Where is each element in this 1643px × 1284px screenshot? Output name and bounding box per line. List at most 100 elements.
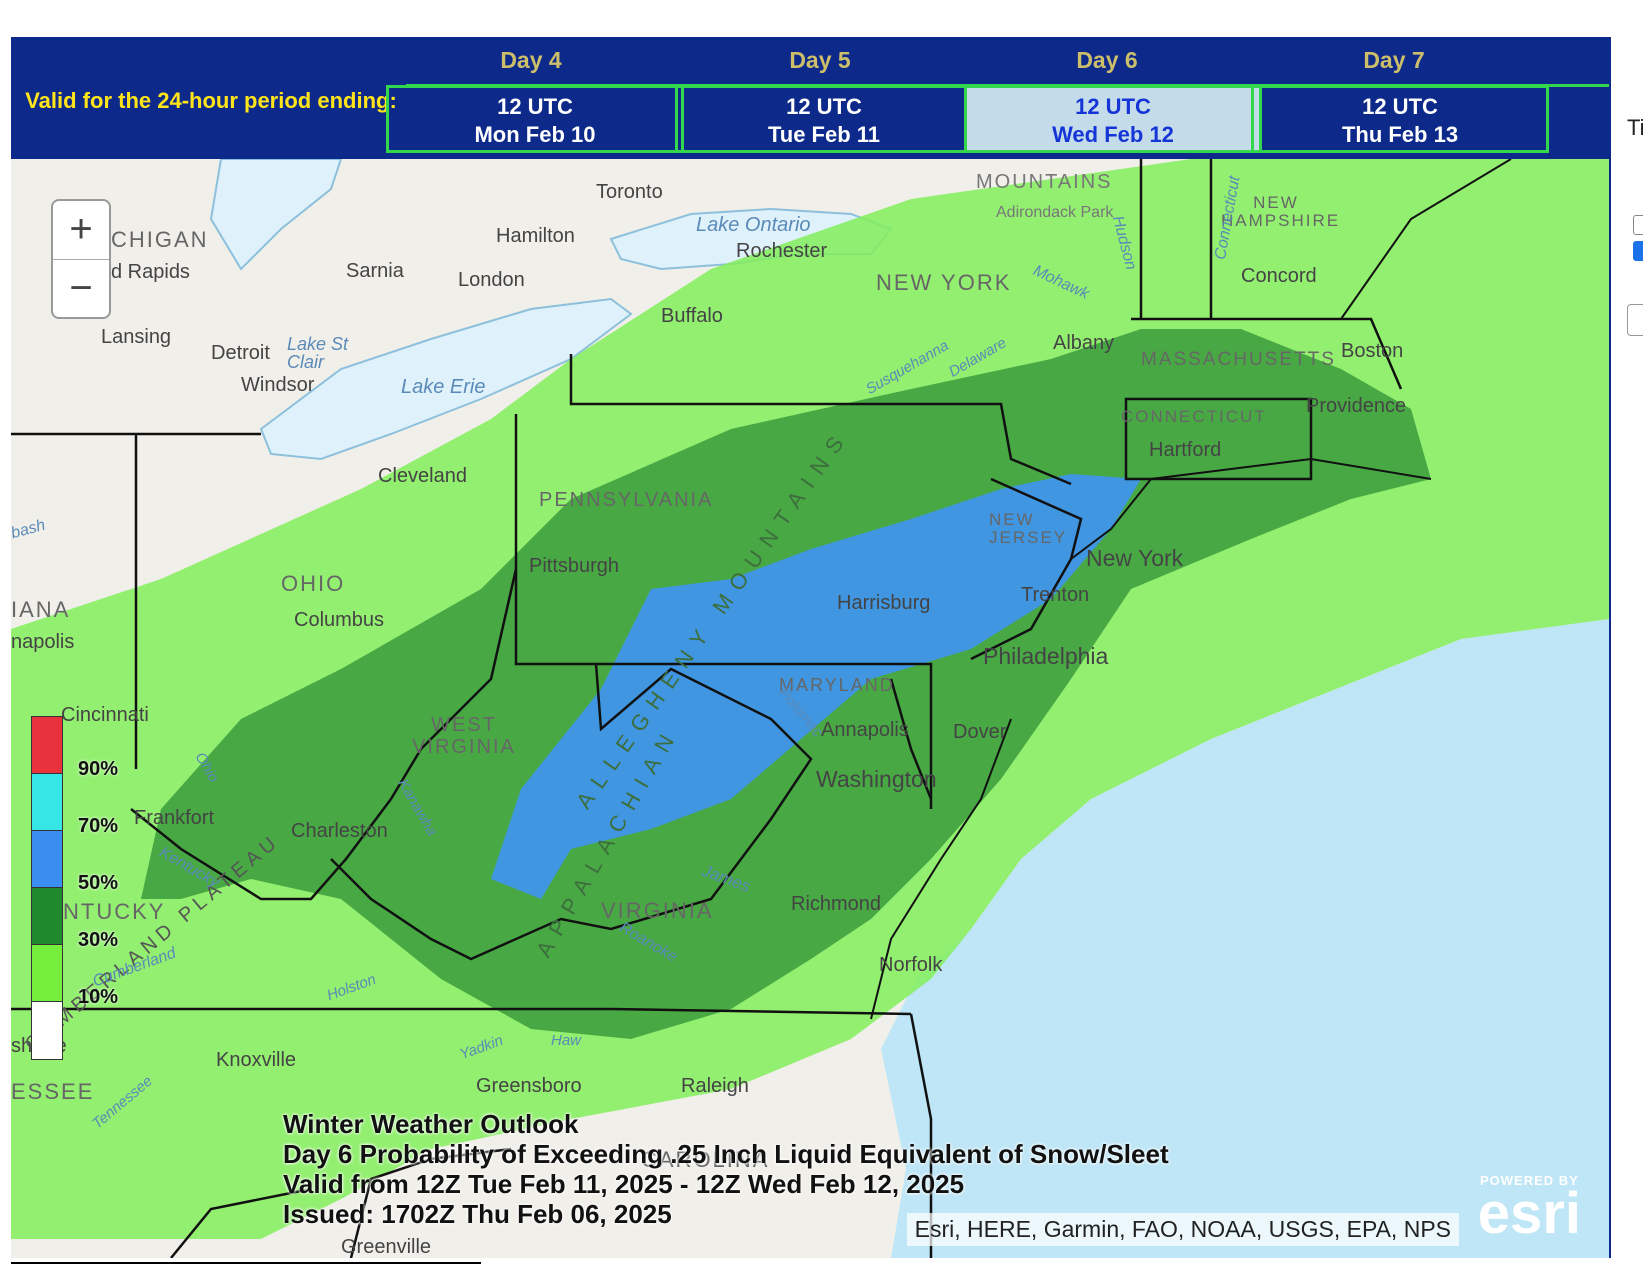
layer-checkbox-2[interactable] — [1633, 241, 1643, 261]
place-label: Columbus — [294, 609, 385, 631]
region-label: ESSEE — [11, 1079, 95, 1104]
caption-issued: Issued: 1702Z Thu Feb 06, 2025 — [283, 1199, 672, 1229]
region-label: CONNECTICUT — [1121, 407, 1267, 426]
place-label: Frankfort — [134, 807, 215, 829]
tab-day-6[interactable]: 12 UTC Wed Feb 12 — [964, 85, 1262, 153]
place-label: Providence — [1306, 395, 1407, 417]
map-attribution: Esri, HERE, Garmin, FAO, NOAA, USGS, EPA… — [906, 1213, 1459, 1246]
region-label: NTUCKY — [63, 899, 166, 924]
day-7-label: Day 7 — [1363, 47, 1425, 73]
zoom-out-button[interactable]: − — [69, 266, 93, 310]
place-label: Knoxville — [216, 1049, 297, 1071]
place-label: d Rapids — [111, 261, 190, 283]
legend-swatch-30 — [31, 887, 63, 946]
lake-huron — [209, 159, 343, 271]
bottom-divider — [11, 1262, 481, 1264]
place-label: Raleigh — [681, 1075, 749, 1097]
legend-swatch-70 — [31, 773, 63, 832]
place-label: Hartford — [1149, 439, 1222, 461]
place-label: London — [458, 269, 525, 291]
legend-label-30: 30% — [78, 929, 119, 951]
tab-day-7-time: 12 UTC — [1362, 94, 1438, 119]
legend-swatch-90 — [31, 716, 63, 775]
place-label: Buffalo — [661, 305, 723, 327]
place-label: Greenville — [341, 1236, 432, 1258]
place-label: Rochester — [736, 240, 828, 262]
zoom-in-button[interactable]: + — [53, 201, 109, 260]
legend-swatch-0 — [31, 1001, 63, 1060]
place-label: Norfolk — [879, 954, 943, 976]
tab-day-4[interactable]: 12 UTC Mon Feb 10 — [386, 85, 684, 153]
place-label: Washington — [816, 766, 937, 792]
map-canvas[interactable] — [11, 159, 1609, 1258]
legend-label-70: 70% — [78, 815, 119, 837]
place-label: Cleveland — [378, 465, 467, 487]
lake-erie — [259, 297, 633, 461]
map-caption: Winter Weather Outlook Day 6 Probability… — [283, 1109, 1169, 1229]
place-label: Trenton — [1021, 584, 1090, 606]
region-label: VIRGINIA — [601, 898, 714, 923]
region-label: CHIGAN — [111, 227, 209, 252]
esri-powered-by: POWERED BY — [1479, 1173, 1579, 1188]
date-header: Valid for the 24-hour period ending: Day… — [11, 37, 1609, 159]
place-label: Hamilton — [496, 225, 575, 247]
tab-day-6-time: 12 UTC — [1075, 94, 1151, 119]
state-borders — [11, 159, 1403, 1258]
region-label: NEW JERSEY — [989, 510, 1068, 547]
side-panel-text: Ti — [1627, 115, 1643, 140]
water-label: Lake Ontario — [696, 214, 811, 236]
place-label: Toronto — [596, 181, 663, 203]
tab-day-5-time: 12 UTC — [786, 94, 862, 119]
place-label: Detroit — [211, 342, 270, 364]
layer-checkbox-1[interactable] — [1633, 215, 1643, 235]
place-label: Sarnia — [346, 260, 404, 282]
day-6-label: Day 6 — [1076, 47, 1138, 73]
esri-logo[interactable]: POWERED BY esri — [1477, 1173, 1581, 1246]
tab-day-4-date: Mon Feb 10 — [474, 122, 596, 147]
ocean — [881, 619, 1609, 1258]
region-label: NEW YORK — [876, 270, 1012, 295]
legend-swatch-10 — [31, 944, 63, 1003]
tab-day-5[interactable]: 12 UTC Tue Feb 11 — [675, 85, 973, 153]
coastline — [870, 159, 1512, 1020]
tab-day-5-date: Tue Feb 11 — [767, 122, 881, 147]
place-label: Dover — [953, 721, 1007, 743]
place-label: Philadelphia — [983, 643, 1109, 669]
place-label: Albany — [1053, 332, 1115, 354]
caption-product: Day 6 Probability of Exceeding .25 Inch … — [283, 1139, 1169, 1169]
region-label: Adirondack Park — [996, 204, 1114, 221]
legend-label-90: 90% — [78, 758, 119, 780]
region-label: NEW HAMPSHIRE — [1221, 193, 1341, 230]
place-label: Lansing — [101, 326, 172, 348]
place-label: Annapolis — [821, 719, 909, 741]
caption-title: Winter Weather Outlook — [283, 1109, 579, 1139]
place-label: Greensboro — [476, 1075, 582, 1097]
esri-logo-text: esri — [1477, 1181, 1581, 1246]
legend-label-10: 10% — [78, 986, 119, 1008]
tab-day-7[interactable]: 12 UTC Thu Feb 13 — [1251, 85, 1549, 153]
place-label: Boston — [1341, 340, 1404, 362]
map-view[interactable]: Toronto Hamilton Sarnia London Lansing D… — [11, 159, 1609, 1258]
place-label: Concord — [1241, 265, 1317, 287]
tab-day-7-date: Thu Feb 13 — [1341, 122, 1459, 147]
day-4-label: Day 4 — [500, 47, 562, 73]
caption-valid: Valid from 12Z Tue Feb 11, 2025 - 12Z We… — [283, 1169, 965, 1199]
region-label: PENNSYLVANIA — [539, 489, 714, 511]
region-label: WEST VIRGINIA — [412, 714, 516, 758]
place-label: New York — [1086, 545, 1184, 571]
place-label: Windsor — [241, 374, 315, 396]
zoom-control: + − — [51, 199, 111, 319]
tab-day-4-time: 12 UTC — [497, 94, 573, 119]
valid-period-label: Valid for the 24-hour period ending: — [25, 88, 397, 113]
water-label: Lake Erie — [401, 376, 486, 398]
region-label: OHIO — [281, 571, 346, 596]
water-label: Haw — [551, 1032, 582, 1049]
legend-label-50: 50% — [78, 872, 119, 894]
place-label: Charleston — [291, 820, 388, 842]
water-label: Lake St Clair — [287, 334, 349, 372]
day-5-label: Day 5 — [789, 47, 851, 73]
side-panel-button[interactable] — [1627, 304, 1643, 336]
place-label: Richmond — [791, 893, 882, 915]
side-panel: Ti — [1609, 37, 1643, 1258]
region-label: MARYLAND — [779, 675, 895, 695]
